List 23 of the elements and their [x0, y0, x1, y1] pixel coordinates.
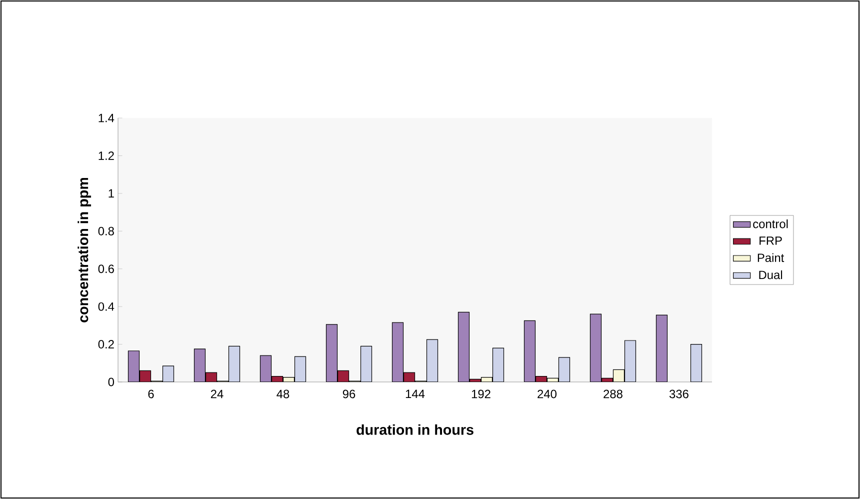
x-tick-label: 48	[276, 390, 290, 398]
y-tick-label: 0	[108, 378, 114, 386]
x-tick-label: 144	[406, 390, 425, 398]
x-tick-label: 336	[669, 390, 688, 398]
y-tick-label: 1.2	[98, 152, 114, 160]
y-tick-label: 1.4	[98, 114, 114, 122]
x-tick-label: 240	[538, 390, 557, 398]
legend-label: Dual	[759, 270, 782, 280]
y-tick-label: 0.6	[98, 264, 114, 274]
x-tick-label: 288	[604, 390, 622, 398]
x-tick-label: 96	[342, 390, 356, 398]
y-tick-label: 1	[108, 189, 114, 198]
x-axis-title: duration in hours	[356, 424, 474, 435]
y-tick-label: 0.8	[98, 226, 114, 236]
legend-label: FRP	[760, 236, 782, 245]
x-tick-label: 192	[472, 390, 490, 398]
x-tick-label: 6	[148, 390, 154, 398]
y-tick-label: 0.2	[98, 340, 114, 348]
y-axis-title: concentration in ppm	[78, 178, 92, 322]
legend-label: control	[753, 219, 788, 228]
y-tick-label: 0.4	[98, 302, 114, 311]
x-tick-label: 24	[210, 390, 224, 398]
legend-label: Paint	[758, 253, 784, 262]
